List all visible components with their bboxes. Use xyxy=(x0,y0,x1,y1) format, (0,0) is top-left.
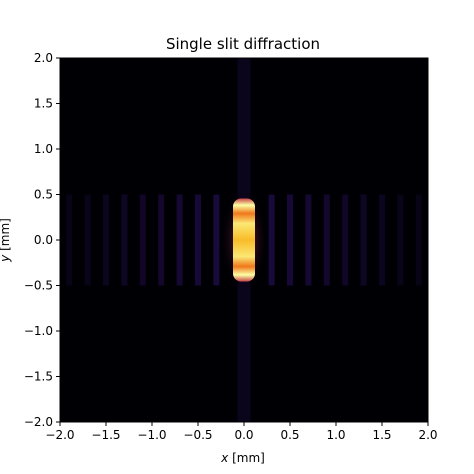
x-axis: −2.0 −1.5 −1.0 −0.5 0.0 0.5 1.0 1.5 2.0 xyxy=(45,422,438,442)
x-tick-label: 0.5 xyxy=(280,428,299,442)
x-tick-label: 1.5 xyxy=(372,428,391,442)
side-fringe xyxy=(121,194,128,286)
side-fringe xyxy=(103,194,109,286)
side-fringe xyxy=(213,194,220,286)
side-fringe xyxy=(287,194,293,286)
y-axis-label-var: y xyxy=(0,254,12,263)
y-tick-label: 0.0 xyxy=(34,233,53,247)
side-fringe xyxy=(342,194,349,286)
y-axis-label-unit: [mm] xyxy=(0,218,12,255)
side-fringe xyxy=(66,194,73,286)
y-tick-label: −1.5 xyxy=(24,370,53,384)
side-fringe xyxy=(139,194,146,286)
y-tick-label: 2.0 xyxy=(34,51,53,65)
side-fringe xyxy=(84,194,91,286)
side-fringe xyxy=(176,194,183,286)
side-fringe xyxy=(158,194,165,286)
side-fringe xyxy=(397,194,404,286)
side-fringe xyxy=(415,194,422,286)
y-tick-label: 0.5 xyxy=(34,188,53,202)
side-fringe xyxy=(323,194,330,286)
plot-area xyxy=(59,57,429,423)
x-tick-label: 0.0 xyxy=(234,428,253,442)
side-fringe xyxy=(379,194,385,286)
x-axis-label-var: x xyxy=(220,451,229,465)
side-fringe xyxy=(305,194,312,286)
x-tick-label: −2.0 xyxy=(45,428,74,442)
y-axis: 2.0 1.5 1.0 0.5 0.0 −0.5 −1.0 −1.5 −2.0 xyxy=(24,51,60,429)
x-tick-label: −1.0 xyxy=(137,428,166,442)
y-tick-label: −1.0 xyxy=(24,324,53,338)
x-tick-label: 2.0 xyxy=(418,428,437,442)
y-axis-label: y [mm] xyxy=(0,218,12,263)
y-tick-label: −0.5 xyxy=(24,279,53,293)
x-tick-label: −0.5 xyxy=(183,428,212,442)
y-tick-label: −2.0 xyxy=(24,415,53,429)
side-fringe xyxy=(195,194,201,286)
x-axis-label: x [mm] xyxy=(220,451,265,465)
x-axis-label-unit: [mm] xyxy=(228,451,265,465)
central-peak xyxy=(233,198,255,282)
x-tick-label: 1.0 xyxy=(326,428,345,442)
chart-title: Single slit diffraction xyxy=(166,35,320,53)
side-fringe xyxy=(360,194,367,286)
x-tick-label: −1.5 xyxy=(91,428,120,442)
side-fringe xyxy=(268,194,275,286)
y-tick-label: 1.5 xyxy=(34,97,53,111)
y-tick-label: 1.0 xyxy=(34,142,53,156)
